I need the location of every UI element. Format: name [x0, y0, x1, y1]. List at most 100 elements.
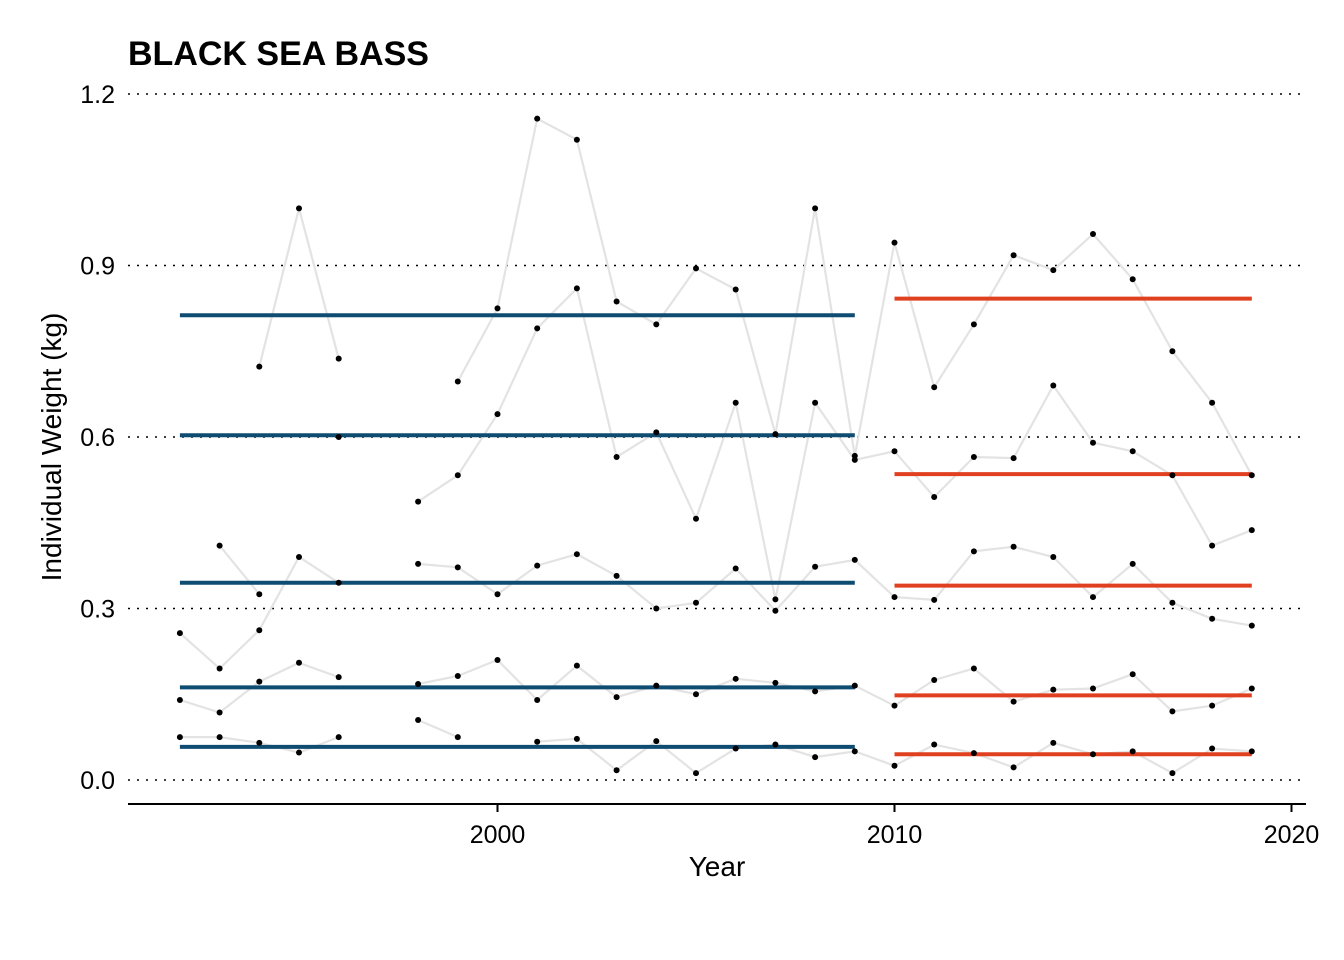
data-point	[693, 599, 699, 606]
data-point	[970, 548, 977, 555]
data-point	[693, 515, 699, 522]
data-point	[891, 702, 898, 709]
data-point	[931, 384, 938, 391]
data-point	[1248, 622, 1255, 629]
y-tick-label: 0.9	[80, 252, 115, 280]
data-point	[1169, 348, 1176, 355]
data-point	[931, 494, 938, 501]
data-point	[772, 431, 779, 438]
data-point	[1090, 685, 1096, 692]
y-tick-labels: 0.0 0.3 0.6 0.9 1.2	[80, 81, 115, 795]
y-axis-label: Individual Weight (kg)	[36, 313, 67, 582]
data-point	[772, 596, 779, 603]
data-point	[812, 688, 819, 695]
data-point	[216, 542, 223, 549]
data-point	[653, 738, 660, 745]
data-point	[891, 594, 898, 601]
data-point	[970, 750, 977, 757]
x-tick-label: 2000	[470, 821, 526, 849]
data-point	[732, 675, 739, 682]
data-point	[613, 572, 620, 579]
data-point	[1169, 599, 1176, 606]
data-point	[693, 691, 699, 698]
data-point	[494, 591, 501, 598]
series-line	[417, 718, 459, 739]
data-point	[1010, 764, 1017, 771]
data-point	[1169, 708, 1176, 715]
data-point	[812, 563, 819, 570]
data-point	[216, 709, 223, 716]
data-point	[573, 136, 580, 143]
data-point	[454, 672, 461, 679]
data-point	[573, 551, 580, 558]
data-point	[1050, 554, 1057, 561]
data-point	[256, 678, 263, 685]
series-line	[179, 555, 340, 671]
data-point	[1169, 770, 1176, 777]
data-point	[335, 433, 342, 440]
reference-lines	[179, 296, 1252, 757]
data-point	[415, 716, 422, 723]
data-point	[1090, 231, 1096, 238]
data-point	[812, 205, 819, 212]
data-point	[613, 454, 620, 461]
data-point	[851, 682, 858, 689]
data-point	[851, 556, 858, 563]
data-point	[256, 591, 263, 598]
data-point	[1129, 448, 1136, 455]
data-point	[1169, 472, 1176, 479]
data-point	[772, 679, 779, 686]
data-point	[1209, 542, 1216, 549]
data-point	[1050, 267, 1057, 274]
data-point	[931, 596, 938, 603]
data-point	[693, 770, 699, 777]
data-point	[494, 411, 501, 418]
data-point	[653, 429, 660, 436]
data-point	[772, 741, 779, 748]
data-point	[296, 749, 302, 756]
data-point	[1209, 702, 1216, 709]
data-point	[454, 734, 461, 741]
data-point	[891, 448, 898, 455]
series-line	[417, 286, 1253, 600]
data-point	[415, 560, 422, 567]
data-point	[296, 659, 302, 666]
data-point	[812, 754, 819, 761]
y-tick-label: 0.0	[80, 767, 115, 795]
data-point	[653, 682, 660, 689]
data-point	[454, 378, 461, 385]
data-point	[812, 399, 819, 406]
series-line	[218, 544, 261, 595]
data-point	[891, 239, 898, 246]
data-point	[335, 734, 342, 741]
data-point	[732, 399, 739, 406]
data-point	[494, 305, 501, 312]
data-point	[1010, 455, 1017, 462]
data-point	[1248, 748, 1255, 755]
data-point	[216, 665, 223, 672]
data-point	[534, 115, 541, 122]
data-point	[454, 472, 461, 479]
x-tick-label: 2010	[867, 821, 923, 849]
y-tick-label: 0.3	[80, 595, 115, 623]
data-point	[1248, 527, 1255, 534]
data-point	[1050, 382, 1057, 389]
grid-layer	[128, 93, 1306, 781]
data-point	[1129, 748, 1136, 755]
data-point	[613, 767, 620, 774]
data-point	[534, 738, 541, 745]
data-point	[970, 321, 977, 328]
series-line	[418, 545, 1252, 627]
data-point	[176, 630, 183, 637]
data-point	[1090, 439, 1096, 446]
data-point	[1209, 615, 1216, 622]
data-point	[1209, 399, 1216, 406]
data-point	[970, 454, 977, 461]
data-point	[335, 579, 342, 586]
data-point	[1248, 685, 1255, 692]
data-point	[1209, 745, 1216, 752]
data-point	[653, 605, 660, 612]
x-axis-label: Year	[689, 851, 746, 882]
